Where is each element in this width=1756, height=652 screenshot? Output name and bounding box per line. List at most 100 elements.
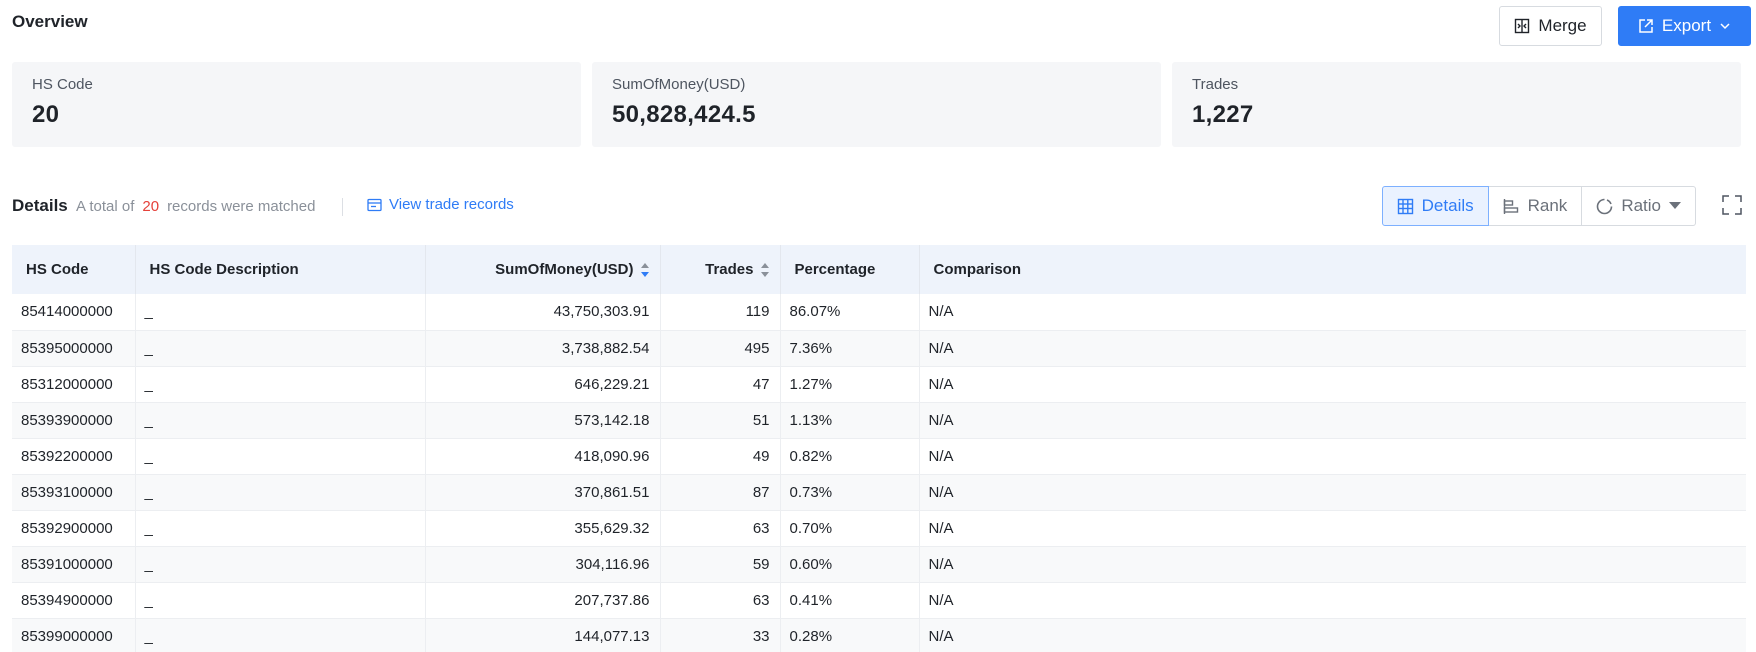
cell-description: _	[135, 474, 426, 510]
sort-icon[interactable]	[760, 262, 770, 278]
cell-trades: 63	[660, 582, 781, 618]
cell-sum-of-money: 304,116.96	[425, 546, 661, 582]
tab-rank-label: Rank	[1527, 196, 1568, 215]
cell-percentage: 0.70%	[780, 510, 920, 546]
cell-hs-code: 85391000000	[12, 546, 136, 582]
col-sum-of-money-label: SumOfMoney(USD)	[495, 260, 634, 278]
card-sum-of-money: SumOfMoney(USD) 50,828,424.5	[592, 62, 1161, 147]
records-icon	[367, 198, 382, 211]
cell-percentage: 0.82%	[780, 438, 920, 474]
cell-percentage: 1.13%	[780, 402, 920, 438]
cell-description: _	[135, 294, 426, 330]
cell-description: _	[135, 366, 426, 402]
cell-comparison: N/A	[928, 411, 954, 429]
cell-description: _	[135, 582, 426, 618]
cell-comparison: N/A	[928, 519, 954, 537]
cell-hs-code: 85394900000	[12, 582, 136, 618]
export-icon	[1639, 19, 1653, 33]
tab-details-label: Details	[1421, 196, 1474, 215]
export-button[interactable]: Export	[1618, 6, 1751, 46]
table-row[interactable]: 85393100000 _ 370,861.51 87 0.73% N/A	[12, 474, 1746, 510]
cell-trades: 47	[660, 366, 781, 402]
top-actions: Merge Export	[1499, 6, 1751, 46]
cell-description: _	[135, 546, 426, 582]
col-sum-of-money[interactable]: SumOfMoney(USD)	[425, 245, 661, 294]
cell-description: _	[135, 330, 426, 366]
cell-trades: 49	[660, 438, 781, 474]
table-row[interactable]: 85399000000 _ 144,077.13 33 0.28% N/A	[12, 618, 1746, 652]
merge-label: Merge	[1538, 16, 1587, 35]
cell-trades: 33	[660, 618, 781, 652]
cell-trades: 119	[660, 294, 781, 330]
cell-description: _	[135, 402, 426, 438]
table-header-row: HS Code HS Code Description SumOfMoney(U…	[12, 245, 1746, 294]
table-row[interactable]: 85393900000 _ 573,142.18 51 1.13% N/A	[12, 402, 1746, 438]
card-value: 1,227	[1192, 101, 1254, 128]
cell-sum-of-money: 43,750,303.91	[425, 294, 661, 330]
view-link-label: View trade records	[389, 196, 514, 213]
cell-percentage: 86.07%	[780, 294, 920, 330]
chevron-down-icon	[1720, 23, 1730, 30]
cell-sum-of-money: 418,090.96	[425, 438, 661, 474]
card-value: 20	[32, 101, 60, 128]
cell-trades: 495	[660, 330, 781, 366]
table-row[interactable]: 85394900000 _ 207,737.86 63 0.41% N/A	[12, 582, 1746, 618]
cell-comparison: N/A	[928, 375, 954, 393]
tab-details[interactable]: Details	[1381, 186, 1489, 226]
cell-hs-code: 85393100000	[12, 474, 136, 510]
table-row[interactable]: 85392200000 _ 418,090.96 49 0.82% N/A	[12, 438, 1746, 474]
view-trade-records-link[interactable]: View trade records	[367, 196, 514, 213]
cell-trades: 51	[660, 402, 781, 438]
tab-ratio[interactable]: Ratio	[1582, 186, 1696, 226]
table-row[interactable]: 85414000000 _ 43,750,303.91 119 86.07% N/A	[12, 294, 1746, 330]
col-percentage: Percentage	[780, 245, 920, 294]
cell-sum-of-money: 355,629.32	[425, 510, 661, 546]
col-hs-code-description: HS Code Description	[135, 245, 426, 294]
cell-hs-code: 85392200000	[12, 438, 136, 474]
page-title: Overview	[12, 12, 88, 31]
tab-rank[interactable]: Rank	[1488, 186, 1583, 226]
col-trades[interactable]: Trades	[660, 245, 781, 294]
cell-sum-of-money: 573,142.18	[425, 402, 661, 438]
rank-icon	[1503, 198, 1518, 214]
table-row[interactable]: 85312000000 _ 646,229.21 47 1.27% N/A	[12, 366, 1746, 402]
cell-comparison: N/A	[928, 303, 954, 321]
cell-comparison: N/A	[928, 483, 954, 501]
col-trades-label: Trades	[705, 260, 754, 278]
cell-description: _	[135, 618, 426, 652]
table-icon	[1397, 198, 1413, 214]
cell-hs-code: 85399000000	[12, 618, 136, 652]
cell-percentage: 0.73%	[780, 474, 920, 510]
records-count: 20	[142, 198, 160, 215]
cell-hs-code: 85395000000	[12, 330, 136, 366]
table-row[interactable]: 85391000000 _ 304,116.96 59 0.60% N/A	[12, 546, 1746, 582]
records-prefix: A total of	[76, 198, 135, 215]
cell-percentage: 0.60%	[780, 546, 920, 582]
sort-icon[interactable]	[640, 262, 650, 278]
cell-sum-of-money: 207,737.86	[425, 582, 661, 618]
cell-description: _	[135, 510, 426, 546]
ratio-icon	[1597, 198, 1613, 214]
cell-hs-code: 85393900000	[12, 402, 136, 438]
col-comparison: Comparison	[933, 261, 1022, 278]
cell-comparison: N/A	[928, 555, 954, 573]
records-suffix: records were matched	[167, 198, 316, 215]
tab-ratio-label: Ratio	[1621, 196, 1661, 215]
view-switch: Details Rank Ratio	[1381, 186, 1696, 226]
table-row[interactable]: 85392900000 _ 355,629.32 63 0.70% N/A	[12, 510, 1746, 546]
details-table: HS Code HS Code Description SumOfMoney(U…	[12, 245, 1746, 652]
merge-button[interactable]: Merge	[1499, 6, 1602, 46]
cell-comparison: N/A	[928, 339, 954, 357]
cell-sum-of-money: 144,077.13	[425, 618, 661, 652]
cell-trades: 59	[660, 546, 781, 582]
cell-trades: 63	[660, 510, 781, 546]
merge-icon	[1515, 18, 1530, 34]
table-row[interactable]: 85395000000 _ 3,738,882.54 495 7.36% N/A	[12, 330, 1746, 366]
card-label: HS Code	[32, 76, 93, 93]
cell-sum-of-money: 3,738,882.54	[425, 330, 661, 366]
cell-comparison: N/A	[928, 447, 954, 465]
cell-sum-of-money: 646,229.21	[425, 366, 661, 402]
overview-cards: HS Code 20 SumOfMoney(USD) 50,828,424.5 …	[12, 62, 1741, 147]
fullscreen-icon[interactable]	[1722, 195, 1742, 215]
table-body: 85414000000 _ 43,750,303.91 119 86.07% N/A 853…	[12, 294, 1746, 652]
